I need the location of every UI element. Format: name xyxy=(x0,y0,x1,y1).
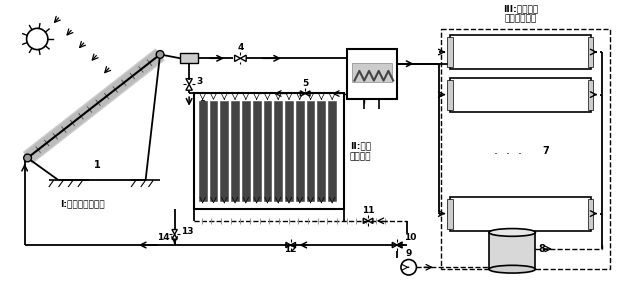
Bar xyxy=(307,101,315,202)
Text: 10: 10 xyxy=(404,233,416,242)
Text: 14: 14 xyxy=(157,233,170,242)
Bar xyxy=(199,101,207,202)
Bar xyxy=(210,101,217,202)
Bar xyxy=(296,101,304,202)
Bar xyxy=(220,101,228,202)
Bar xyxy=(450,78,590,111)
Text: 12: 12 xyxy=(284,245,297,254)
Circle shape xyxy=(24,154,32,162)
Text: 9: 9 xyxy=(406,249,412,258)
Bar xyxy=(274,101,282,202)
Bar xyxy=(588,79,593,109)
Bar xyxy=(242,101,249,202)
Circle shape xyxy=(401,259,417,275)
Bar xyxy=(588,37,593,67)
Bar xyxy=(194,93,344,209)
Ellipse shape xyxy=(489,265,536,273)
Text: 2: 2 xyxy=(199,100,205,110)
Text: II:相变
蓄热模块: II:相变 蓄热模块 xyxy=(350,141,371,161)
Text: 4: 4 xyxy=(237,43,244,52)
Bar xyxy=(285,101,293,202)
Bar xyxy=(447,79,453,109)
Ellipse shape xyxy=(489,229,536,236)
Text: III:毛细管网
辐射采暖模块: III:毛细管网 辐射采暖模块 xyxy=(503,4,538,24)
Bar xyxy=(328,101,336,202)
Circle shape xyxy=(156,51,164,58)
Bar xyxy=(450,35,590,69)
Circle shape xyxy=(27,28,48,50)
Bar xyxy=(351,63,392,82)
Text: 1: 1 xyxy=(94,160,101,170)
Text: 13: 13 xyxy=(182,227,194,236)
Bar xyxy=(447,37,453,67)
Bar xyxy=(347,49,397,99)
Bar xyxy=(489,232,536,269)
Bar xyxy=(180,54,198,63)
Text: ·  ·  ·: · · · xyxy=(494,147,522,161)
Bar xyxy=(264,101,271,202)
Text: I:太阳能集热模块: I:太阳能集热模块 xyxy=(60,199,105,208)
Bar xyxy=(440,29,610,269)
Text: 7: 7 xyxy=(542,146,549,156)
Text: 5: 5 xyxy=(302,79,309,88)
Text: 8: 8 xyxy=(538,244,545,254)
Bar xyxy=(450,197,590,230)
Text: 6: 6 xyxy=(368,57,376,67)
Text: 15: 15 xyxy=(183,54,195,63)
Bar xyxy=(588,199,593,229)
Text: 3: 3 xyxy=(196,77,202,86)
Bar xyxy=(231,101,239,202)
Bar xyxy=(317,101,325,202)
Bar xyxy=(447,199,453,229)
Text: 11: 11 xyxy=(362,206,374,215)
Bar xyxy=(253,101,261,202)
